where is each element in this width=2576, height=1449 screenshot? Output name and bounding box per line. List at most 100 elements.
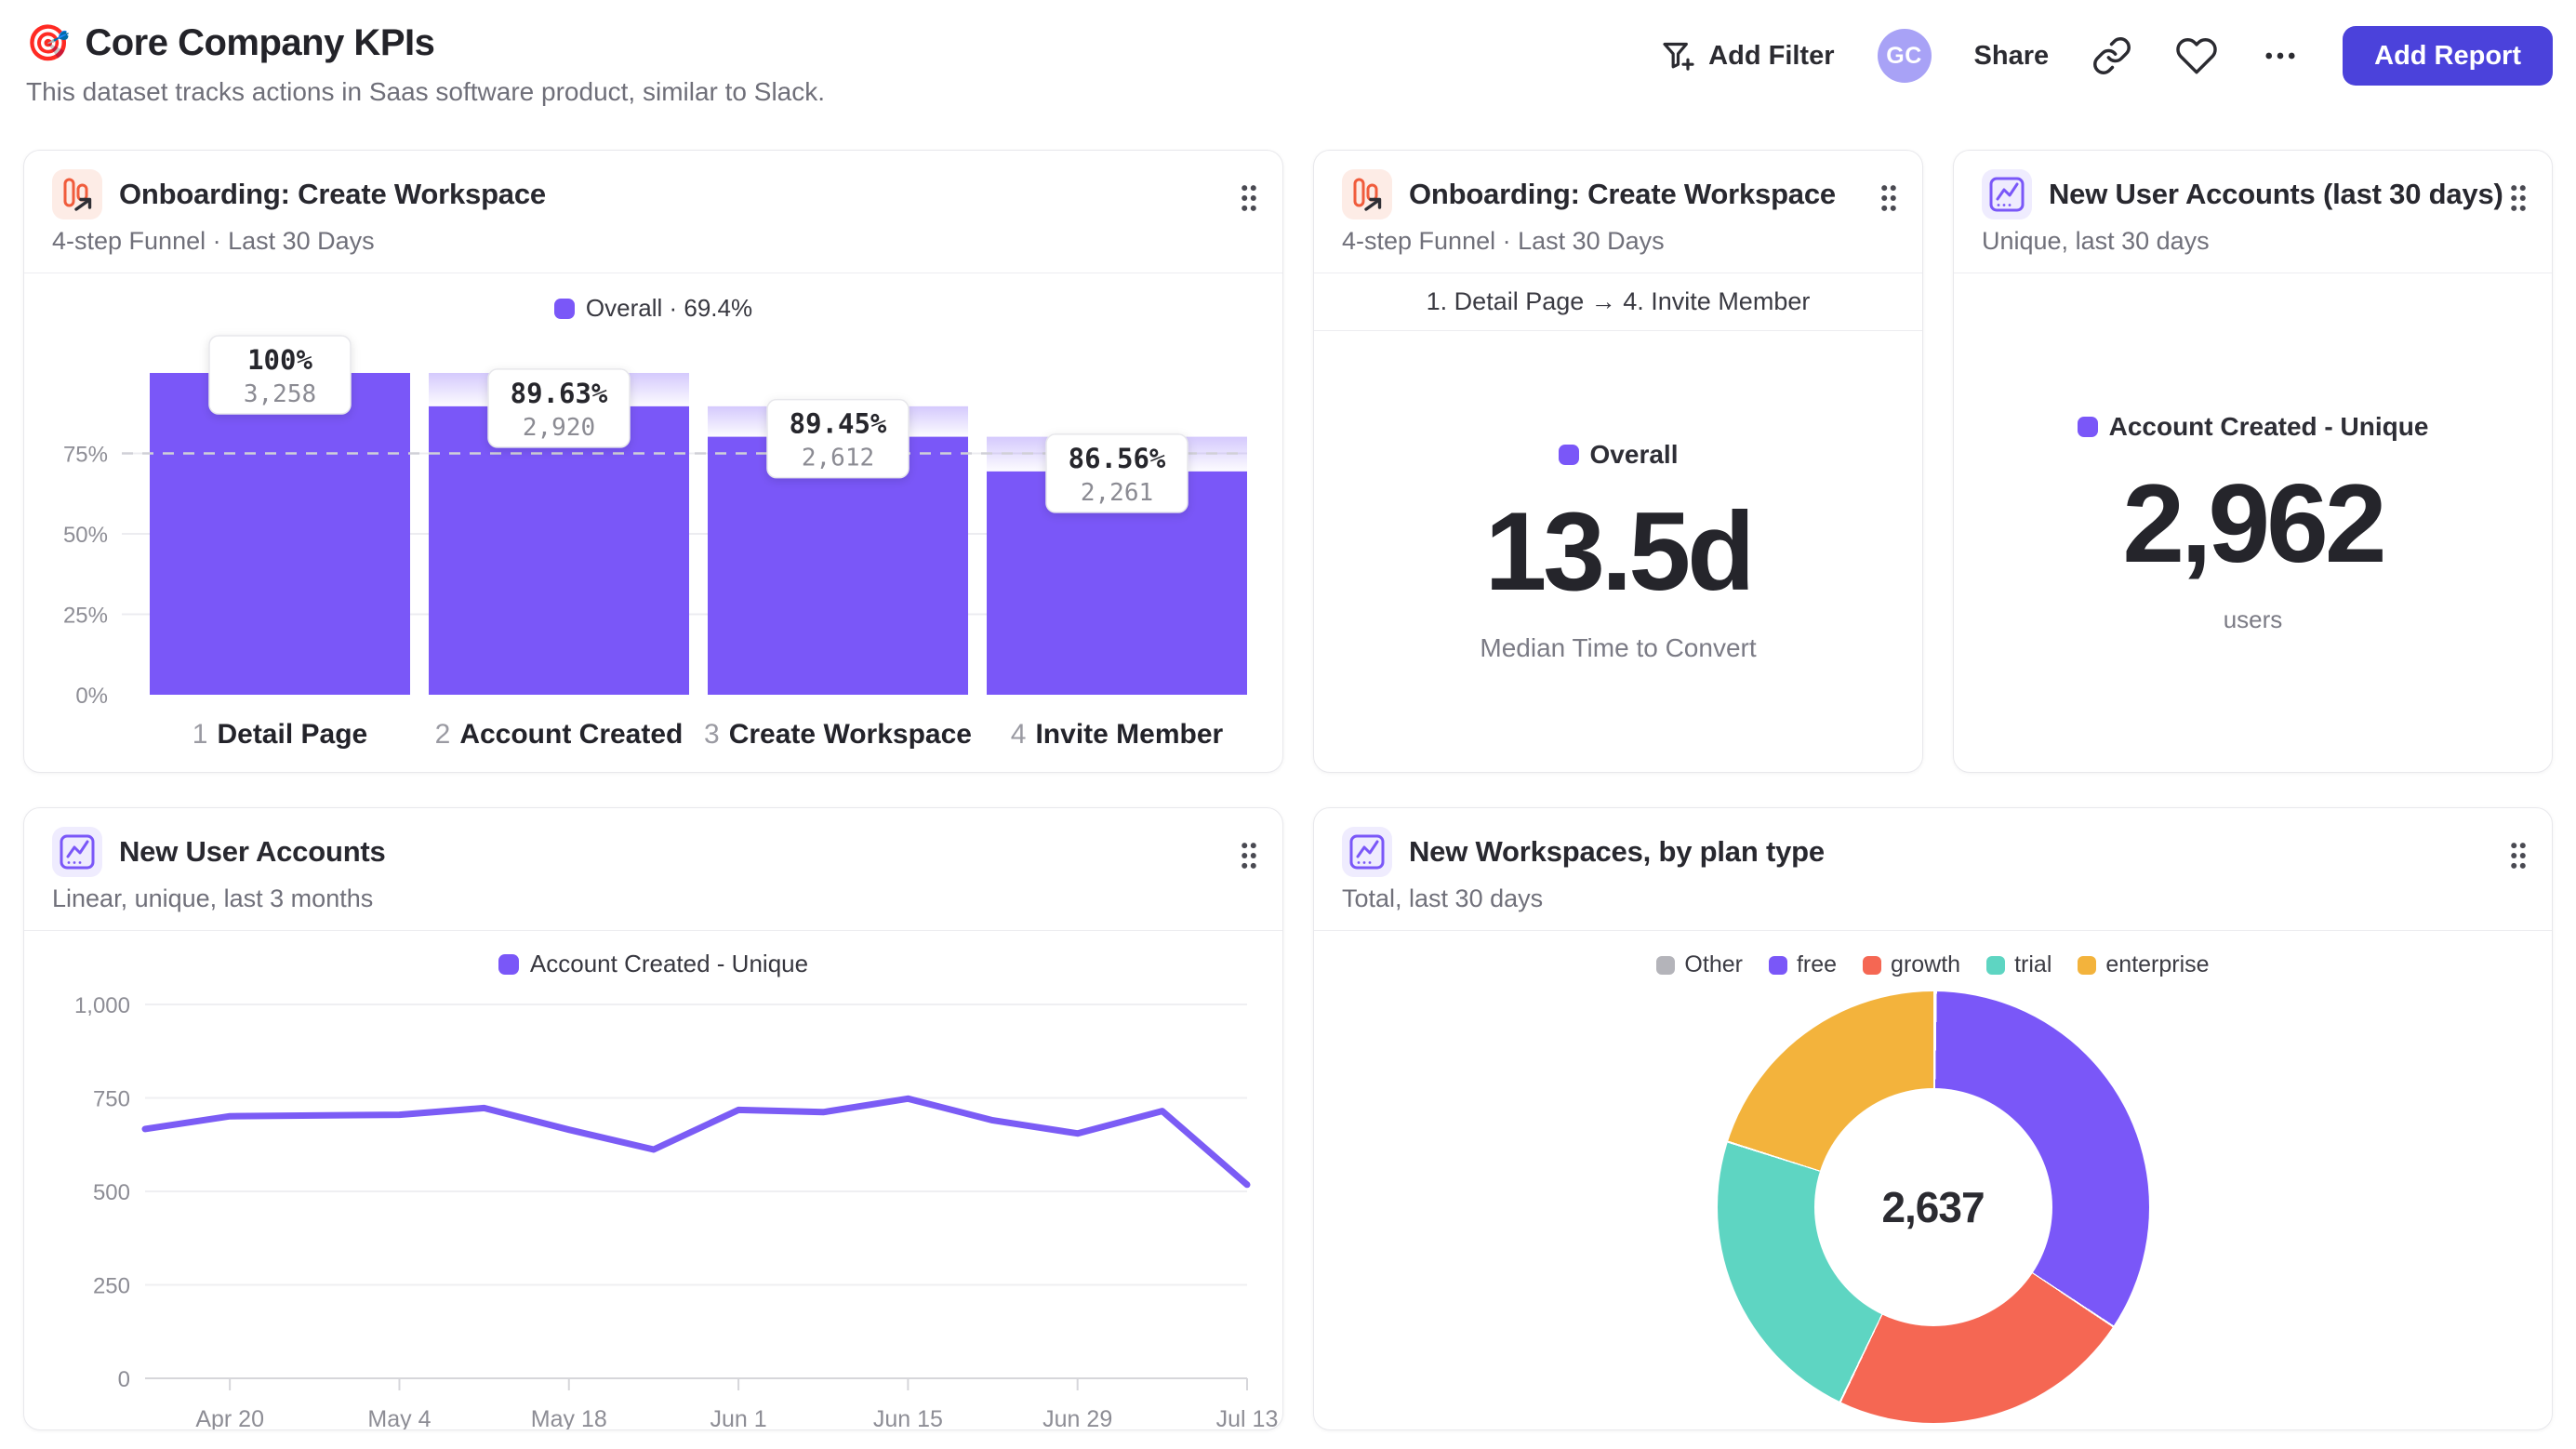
donut-chart-area[interactable]: Other free growth trial enterprise 2,637	[1314, 931, 2552, 1429]
line-chart-icon	[1982, 169, 2032, 219]
legend-item-growth[interactable]: growth	[1863, 951, 1960, 978]
avatar[interactable]: GC	[1877, 29, 1932, 83]
bar-value-label: 89.63% 2,920	[487, 368, 631, 448]
drag-handle-icon[interactable]	[2509, 184, 2528, 212]
legend-swatch	[1986, 955, 2006, 975]
legend-label: Other	[1684, 951, 1743, 977]
metric-legend[interactable]: Account Created - Unique	[2077, 411, 2429, 442]
x-axis-step-label: 4 Invite Member	[1011, 719, 1224, 750]
svg-text:89.63%: 89.63%	[511, 378, 608, 409]
line-chart-icon	[52, 827, 102, 877]
x-axis-tick: Jun 15	[873, 1406, 943, 1430]
y-axis-tick: 50%	[63, 523, 108, 548]
y-axis-tick: 0%	[75, 684, 108, 709]
drag-handle-icon[interactable]	[1879, 184, 1898, 212]
funnel-chart[interactable]: 75% 50% 25% 0% 100% 3,258 89.63% 2,920 89.45% 2,6…	[52, 323, 1256, 760]
legend-label: Overall	[1589, 440, 1679, 469]
line-chart-area[interactable]: Account Created - Unique 1,000 750 500 250 0…	[24, 931, 1282, 1430]
bar-value-label: 89.45% 2,612	[766, 398, 910, 479]
funnel-bar-account-created[interactable]	[429, 405, 689, 695]
card-title: New User Accounts	[119, 835, 386, 868]
card-funnel-header: Onboarding: Create Workspace 4-step Funn…	[24, 151, 1282, 273]
x-axis-tick: Jul 13	[1216, 1406, 1279, 1430]
card-subtitle: 4-step Funnel · Last 30 Days	[1342, 227, 1665, 255]
link-icon	[2091, 35, 2132, 76]
metric-area: Overall 13.5d Median Time to Convert	[1314, 331, 1922, 772]
metric-value: 2,962	[2122, 460, 2386, 586]
card-plan-header: New Workspaces, by plan type Total, last…	[1314, 808, 2552, 931]
add-filter-label: Add Filter	[1708, 40, 1835, 71]
card-funnel: Onboarding: Create Workspace 4-step Funn…	[23, 150, 1283, 773]
line-chart-icon	[1342, 827, 1392, 877]
metric-area: Account Created - Unique 2,962 users	[1954, 273, 2552, 772]
card-title: Onboarding: Create Workspace	[1409, 178, 1836, 210]
step-range-label: 1. Detail Page → 4. Invite Member	[1314, 273, 1922, 331]
card-ttc-header: Onboarding: Create Workspace 4-step Funn…	[1314, 151, 1922, 273]
funnel-chart-icon	[1342, 169, 1392, 219]
card-title: New User Accounts (last 30 days)	[2049, 178, 2503, 210]
funnel-chart-icon	[52, 169, 102, 219]
drag-handle-icon[interactable]	[1240, 184, 1258, 212]
legend-label: Overall · 69.4%	[585, 294, 753, 322]
svg-text:2,261: 2,261	[1081, 479, 1153, 507]
card-time-to-convert: Onboarding: Create Workspace 4-step Funn…	[1313, 150, 1923, 773]
card-subtitle: Total, last 30 days	[1342, 884, 1544, 912]
share-button[interactable]: Share	[1973, 40, 2050, 71]
favorite-button[interactable]	[2175, 34, 2218, 77]
heart-icon	[2175, 34, 2218, 77]
dashboard-grid: Onboarding: Create Workspace 4-step Funn…	[23, 150, 2553, 1430]
header: 🎯 Core Company KPIs This dataset tracks …	[0, 0, 2576, 107]
line-chart[interactable]: 1,000 750 500 250 0 Apr 20 May 4 May 18 Jun 1 Jun…	[52, 978, 1278, 1430]
legend-label: Account Created - Unique	[2108, 411, 2429, 441]
card-new-users-trend: New User Accounts Linear, unique, last 3…	[23, 807, 1283, 1430]
funnel-legend[interactable]: Overall · 69.4%	[24, 294, 1282, 323]
legend-item-other[interactable]: Other	[1656, 951, 1743, 978]
drag-handle-icon[interactable]	[1240, 842, 1258, 870]
card-subtitle: Linear, unique, last 3 months	[52, 884, 374, 912]
metric-legend[interactable]: Overall	[1558, 440, 1679, 470]
y-axis-tick: 25%	[63, 604, 108, 629]
funnel-chart-area[interactable]: Overall · 69.4% 75% 50% 25% 0% 100% 3,258 89.6…	[24, 273, 1282, 772]
trend-legend[interactable]: Account Created - Unique	[24, 950, 1282, 978]
donut-hole: 2,637	[1813, 1088, 2052, 1326]
x-axis-tick: Jun 1	[710, 1406, 766, 1430]
drag-handle-icon[interactable]	[2509, 842, 2528, 870]
legend-label: Account Created - Unique	[529, 950, 809, 977]
metric-value: 13.5d	[1484, 489, 1756, 614]
add-filter-button[interactable]: Add Filter	[1660, 37, 1835, 74]
legend-item-trial[interactable]: trial	[1986, 951, 2052, 978]
metric-caption: Median Time to Convert	[1480, 633, 1757, 662]
x-axis-tick: Jun 29	[1042, 1406, 1112, 1430]
legend-swatch	[2077, 416, 2098, 437]
card-workspaces-by-plan: New Workspaces, by plan type Total, last…	[1313, 807, 2553, 1430]
svg-text:86.56%: 86.56%	[1069, 443, 1166, 474]
legend-item-free[interactable]: free	[1768, 951, 1838, 978]
copy-link-button[interactable]	[2091, 35, 2132, 76]
funnel-bar-create-workspace[interactable]	[708, 436, 968, 695]
funnel-bar-detail-page[interactable]	[150, 373, 410, 695]
donut-chart[interactable]: 2,637	[1717, 991, 2149, 1423]
legend-swatch	[1863, 955, 1882, 975]
add-report-button[interactable]: Add Report	[2343, 26, 2553, 86]
legend-label: free	[1796, 951, 1838, 977]
svg-text:2,612: 2,612	[802, 445, 874, 472]
y-axis-tick: 1,000	[74, 993, 130, 1018]
plan-legend: Other free growth trial enterprise	[1314, 951, 2552, 978]
svg-text:2,920: 2,920	[523, 414, 595, 442]
target-icon: 🎯	[26, 23, 71, 63]
trend-line[interactable]	[141, 1095, 1251, 1189]
filter-plus-icon	[1660, 37, 1697, 74]
donut-total: 2,637	[1881, 1183, 1985, 1231]
more-menu-button[interactable]	[2261, 36, 2300, 75]
legend-item-enterprise[interactable]: enterprise	[2078, 951, 2210, 978]
svg-text:89.45%: 89.45%	[790, 408, 887, 440]
legend-swatch	[1768, 955, 1787, 975]
svg-text:3,258: 3,258	[244, 380, 316, 408]
legend-label: trial	[2014, 951, 2052, 977]
y-axis-tick: 75%	[63, 443, 108, 468]
legend-swatch	[1656, 955, 1676, 975]
x-axis-step-label: 2 Account Created	[435, 719, 684, 750]
card-new-users-30d: New User Accounts (last 30 days) Unique,…	[1953, 150, 2553, 773]
y-axis-tick: 0	[118, 1367, 130, 1392]
svg-text:100%: 100%	[247, 344, 312, 376]
